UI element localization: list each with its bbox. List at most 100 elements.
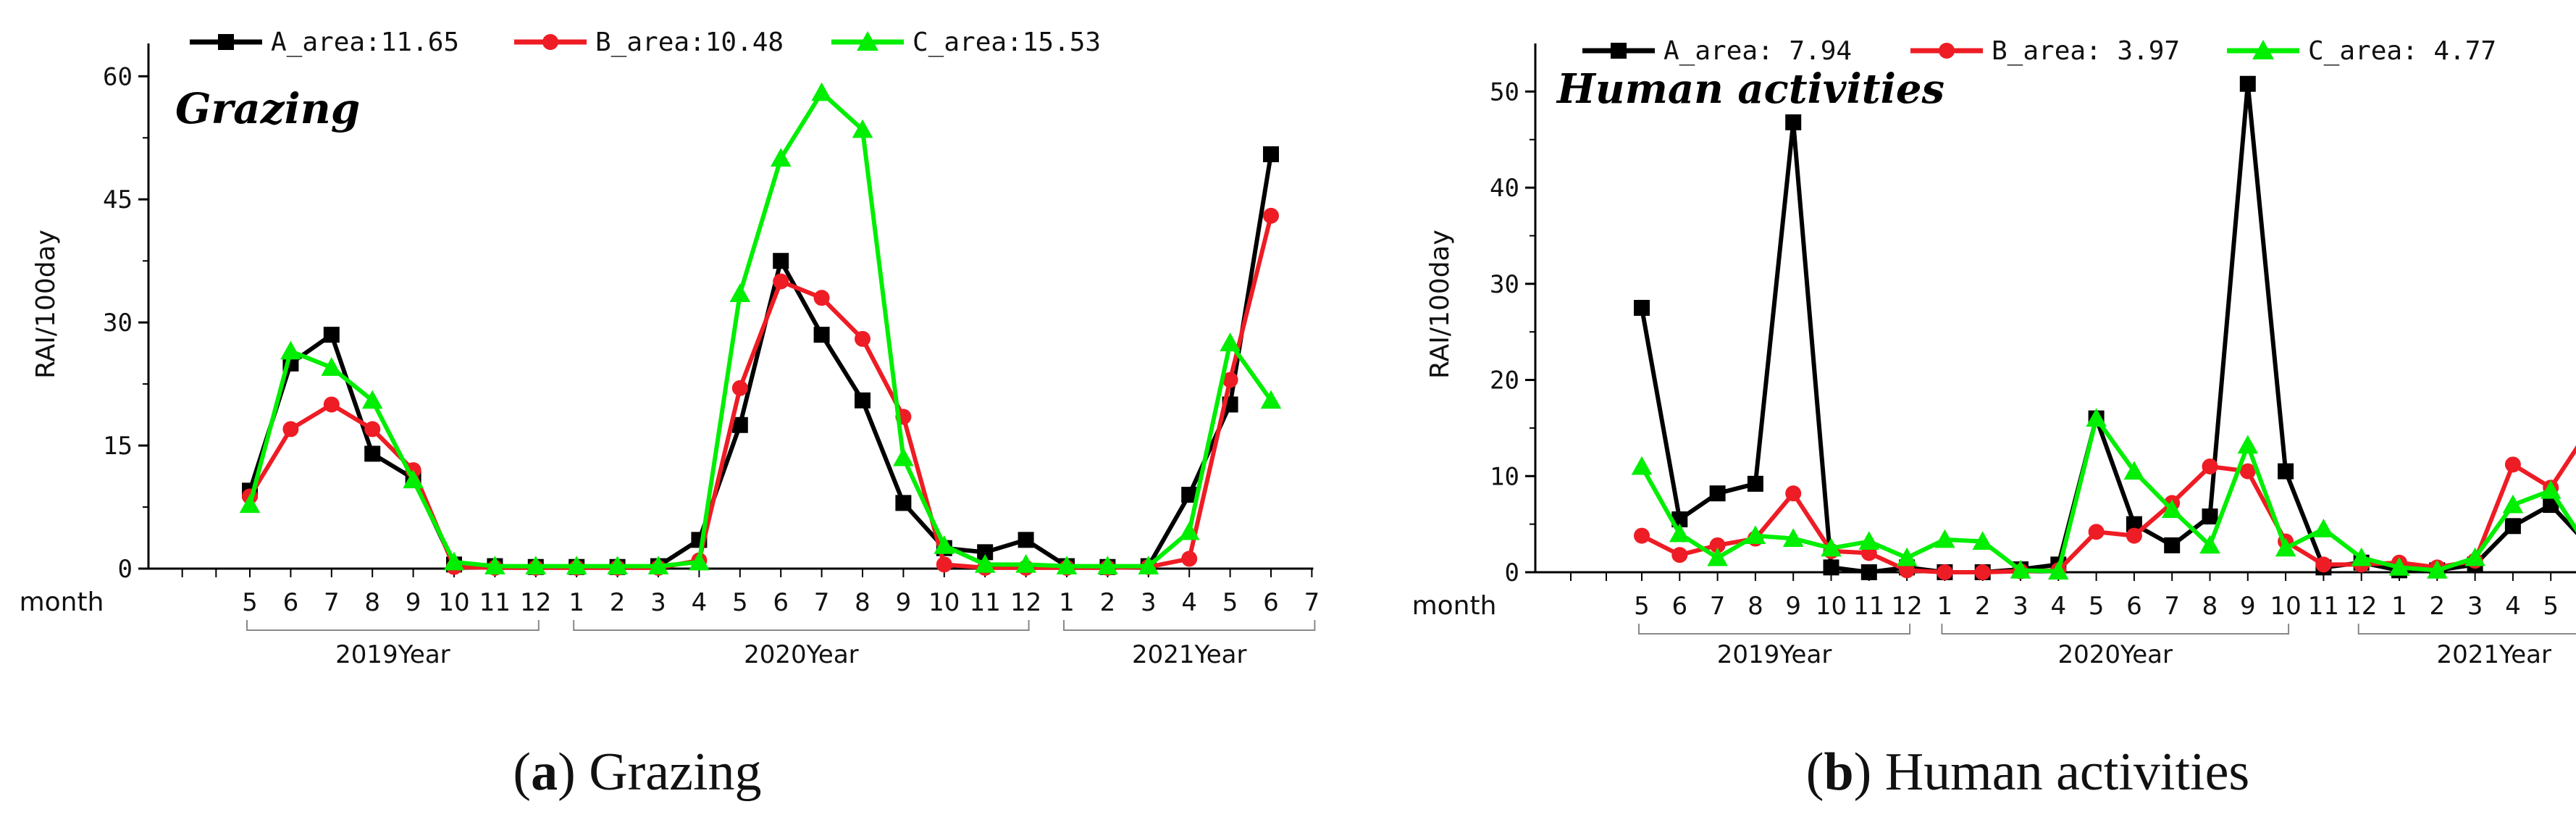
x-tick-label: 1 [569, 588, 584, 617]
x-tick-label: 4 [1181, 588, 1197, 617]
year-label: 2020Year [2057, 640, 2173, 669]
point-C_area [2464, 547, 2485, 566]
series-line-A_area [248, 154, 1273, 569]
point-B_area [1671, 547, 1688, 564]
inset-title: Grazing [175, 84, 360, 133]
point-C_area [770, 148, 792, 167]
point-A_area [1785, 114, 1802, 130]
year-bracket [1063, 620, 1316, 631]
point-A_area [2504, 518, 2521, 535]
point-C_area [1858, 531, 1880, 550]
point-C_area [2351, 547, 2372, 566]
x-tick-label: 7 [814, 588, 830, 617]
point-C_area [1782, 528, 1804, 547]
x-tick-label: 1 [2391, 592, 2407, 621]
point-C_area [2388, 557, 2410, 576]
point-B_area [2126, 527, 2142, 544]
point-C_area [239, 494, 261, 514]
x-axis-title: month [1412, 591, 1497, 621]
x-tick-label: 11 [479, 588, 511, 617]
x-tick-label: 5 [2089, 592, 2105, 621]
x-tick-label: 2 [1100, 588, 1116, 617]
x-tick-label: 11 [2308, 592, 2339, 621]
point-C_area [2199, 535, 2220, 554]
point-B_area [1222, 372, 1238, 388]
caption-text: ) Grazing [558, 742, 761, 802]
point-B_area [1634, 527, 1650, 544]
point-C_area [2275, 537, 2296, 557]
point-C_area [1934, 529, 1955, 548]
year-bracket [2357, 624, 2576, 635]
point-B_area [731, 380, 748, 396]
point-B_area [813, 290, 830, 306]
x-tick-label: 6 [283, 588, 299, 617]
x-tick-label: 11 [970, 588, 1001, 617]
series-line-A_area [1640, 81, 2576, 574]
year-bracket [246, 620, 540, 631]
y-tick-label: 0 [118, 555, 133, 584]
point-B_area [855, 330, 870, 347]
point-C_area [2048, 561, 2069, 580]
y-axis-title: RAI/100day [31, 230, 61, 379]
year-bracket [1941, 624, 2290, 635]
caption-paren: ( [1806, 742, 1824, 802]
point-C_area [729, 283, 751, 302]
year-bracket [1638, 624, 1911, 635]
x-tick-label: 7 [1304, 588, 1320, 617]
y-tick-label: 50 [1490, 78, 1519, 106]
y-axis-title: RAI/100day [1425, 230, 1455, 379]
point-C_area [566, 556, 587, 575]
inset-title: Human activities [1556, 65, 1944, 113]
caption-text: ) Human activities [1854, 742, 2250, 802]
point-A_area [731, 416, 748, 433]
x-tick-label: 12 [1891, 592, 1922, 621]
x-tick-label: 1 [1059, 588, 1075, 617]
point-B_area [1263, 207, 1279, 224]
x-tick-label: 8 [364, 588, 380, 617]
panel-caption: (b) Human activities [1806, 742, 2249, 802]
y-tick-label: 45 [103, 185, 133, 214]
x-tick-label: 7 [1710, 592, 1726, 621]
point-A_area [364, 445, 381, 462]
point-A_area [977, 544, 994, 561]
point-B_area [282, 421, 299, 438]
x-tick-label: 1 [1937, 592, 1953, 621]
x-tick-label: 12 [2346, 592, 2377, 621]
point-B_area [1785, 485, 1802, 502]
x-tick-label: 6 [1671, 592, 1687, 621]
x-tick-label: 5 [1634, 592, 1650, 621]
x-tick-label: 11 [1853, 592, 1884, 621]
point-C_area [321, 357, 343, 376]
x-tick-label: 2 [610, 588, 626, 617]
y-tick-label: 0 [1505, 558, 1519, 587]
point-C_area [2010, 560, 2031, 579]
point-A_area [2278, 463, 2294, 480]
point-B_area [936, 556, 952, 573]
x-tick-label: 10 [2270, 592, 2301, 621]
point-B_area [1974, 564, 1991, 580]
x-tick-label: 2 [1975, 592, 1991, 621]
year-label: 2021Year [1132, 640, 1247, 669]
point-B_area [1181, 551, 1198, 567]
y-tick-label: 10 [1490, 462, 1519, 491]
point-B_area [2088, 524, 2105, 540]
point-A_area [813, 327, 830, 343]
point-A_area [1634, 300, 1650, 316]
point-A_area [2126, 516, 2142, 532]
point-A_area [1709, 485, 1726, 502]
panel-caption: (a) Grazing [513, 742, 761, 802]
x-tick-label: 5 [2543, 592, 2559, 621]
x-tick-label: 8 [2202, 592, 2218, 621]
point-A_area [323, 327, 340, 343]
caption-panel-letter: a [531, 742, 558, 802]
point-C_area [1669, 523, 1690, 543]
x-tick-label: 4 [2505, 592, 2521, 621]
x-axis-title: month [20, 587, 104, 617]
point-B_area [2239, 463, 2256, 480]
point-A_area [895, 495, 912, 511]
point-C_area [2161, 499, 2183, 519]
point-B_area [1709, 537, 1726, 553]
point-C_area [974, 554, 996, 573]
